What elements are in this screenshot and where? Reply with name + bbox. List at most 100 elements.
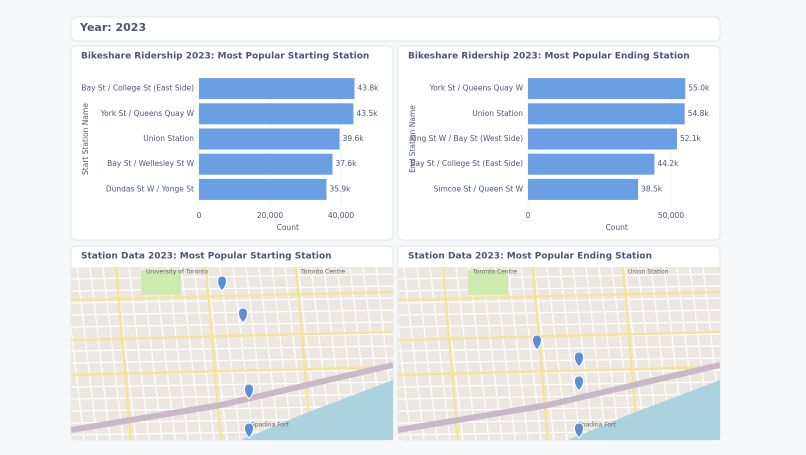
y-tick-label: Bay St / College St (East Side) <box>81 84 194 93</box>
street <box>398 381 720 388</box>
x-tick-label: 50,000 <box>658 211 684 220</box>
value-label: 43.8k <box>357 84 379 93</box>
rail <box>71 362 393 433</box>
map: Toronto Centre Union Station Spadina Fort <box>398 267 720 447</box>
map: University of Toronto Toronto Centre Spadi… <box>71 267 393 447</box>
major-road <box>398 365 720 377</box>
map-label: Spadina Fort <box>578 422 617 429</box>
bar <box>528 178 639 200</box>
street <box>71 434 72 440</box>
street <box>102 267 124 440</box>
y-tick-label: Union Station <box>143 134 194 143</box>
street <box>71 309 393 316</box>
y-tick-label: York St / Queens Quay W <box>429 84 524 93</box>
major-road <box>71 365 393 377</box>
street <box>398 321 720 328</box>
street <box>71 297 393 304</box>
map-label: Union Station <box>628 269 669 276</box>
y-axis-title: Start Station Name <box>81 103 90 175</box>
street <box>71 381 393 388</box>
station-marker <box>532 334 542 351</box>
water <box>568 380 720 440</box>
park <box>468 270 508 295</box>
y-tick-label: Bay St / College St (East Side) <box>410 159 523 168</box>
y-tick-label: Simcoe St / Queen St W <box>434 184 524 193</box>
y-tick-label: York St / Queens Quay W <box>100 109 195 118</box>
value-label: 55.0k <box>688 84 710 93</box>
bar <box>199 103 354 125</box>
street <box>398 393 720 400</box>
y-tick-label: Union Station <box>472 109 523 118</box>
major-road <box>294 267 313 440</box>
y-tick-label: King St W / Bay St (West Side) <box>410 134 523 143</box>
major-road <box>71 290 393 302</box>
rail <box>398 362 720 433</box>
bar <box>199 153 333 175</box>
street <box>71 285 393 292</box>
value-label: 38.5k <box>641 184 663 193</box>
station-marker <box>244 422 254 439</box>
value-label: 44.2k <box>657 159 679 168</box>
bar <box>528 128 677 150</box>
station-marker <box>574 375 584 392</box>
bar <box>528 78 686 100</box>
street <box>398 309 720 316</box>
water <box>241 380 393 440</box>
major-road <box>441 267 460 440</box>
map-label: University of Toronto <box>146 269 208 276</box>
x-tick-label: 0 <box>197 211 202 220</box>
major-road <box>398 330 720 342</box>
station-marker <box>244 383 254 400</box>
street <box>429 267 451 440</box>
street <box>398 345 720 352</box>
major-road <box>114 267 133 440</box>
value-label: 35.9k <box>329 184 351 193</box>
value-label: 52.1k <box>680 134 702 143</box>
value-label: 39.6k <box>343 134 365 143</box>
map-title: Station Data 2023: Most Popular Starting… <box>81 252 332 262</box>
station-marker <box>574 422 584 439</box>
street <box>71 345 393 352</box>
major-road <box>398 290 720 302</box>
x-tick-label: 0 <box>526 211 531 220</box>
street <box>128 267 150 440</box>
value-label: 54.8k <box>688 109 710 118</box>
street <box>398 442 720 447</box>
street <box>141 267 163 440</box>
station-marker <box>238 307 248 324</box>
street <box>398 273 720 280</box>
x-tick-label: 20,000 <box>257 211 283 220</box>
x-tick-label: 40,000 <box>328 211 354 220</box>
value-label: 43.5k <box>356 109 378 118</box>
street <box>71 273 393 280</box>
bar <box>199 128 340 150</box>
major-road <box>71 330 393 342</box>
street <box>71 321 393 328</box>
map-label: Toronto Centre <box>472 269 517 276</box>
bar <box>528 153 655 175</box>
street <box>71 393 393 400</box>
y-axis-title: End Station Name <box>408 105 417 173</box>
map-label: Spadina Fort <box>251 422 290 429</box>
chart-title: Bikeshare Ridership 2023: Most Popular E… <box>408 52 690 62</box>
x-axis-title: Count <box>606 223 628 232</box>
map-title: Station Data 2023: Most Popular Ending S… <box>408 252 652 262</box>
street <box>468 267 490 440</box>
chart-title: Bikeshare Ridership 2023: Most Popular S… <box>81 52 369 62</box>
station-marker <box>574 351 584 368</box>
map-label: Toronto Centre <box>300 269 345 276</box>
y-tick-label: Dundas St W / Yonge St <box>106 184 194 193</box>
street <box>398 285 720 292</box>
street <box>398 297 720 304</box>
bar <box>199 178 327 200</box>
header-card <box>70 16 721 42</box>
bar <box>528 103 685 125</box>
street <box>455 267 477 440</box>
y-tick-label: Bay St / Wellesley St W <box>107 159 194 168</box>
major-road <box>621 267 640 440</box>
value-label: 37.6k <box>335 159 357 168</box>
bar <box>199 78 355 100</box>
x-axis-title: Count <box>277 223 299 232</box>
street <box>71 442 393 447</box>
street <box>89 267 111 440</box>
